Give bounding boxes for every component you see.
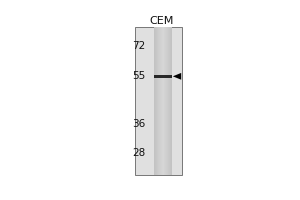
Bar	[155, 27, 156, 175]
Bar	[157, 27, 158, 175]
Bar	[162, 27, 163, 175]
Bar	[160, 27, 161, 175]
Bar	[169, 27, 170, 175]
Bar	[170, 27, 171, 175]
Text: 55: 55	[132, 71, 146, 81]
Bar	[167, 27, 168, 175]
Bar	[158, 27, 159, 175]
Polygon shape	[173, 73, 181, 80]
Text: 72: 72	[132, 41, 146, 51]
Text: 36: 36	[132, 119, 146, 129]
Bar	[154, 27, 155, 175]
Bar	[159, 27, 160, 175]
Bar	[165, 27, 166, 175]
Bar	[135, 27, 182, 175]
Text: CEM: CEM	[150, 16, 174, 26]
Bar	[168, 27, 169, 175]
Bar	[171, 27, 172, 175]
Bar	[166, 27, 167, 175]
Bar	[154, 75, 172, 78]
Text: 28: 28	[132, 148, 146, 158]
Bar	[164, 27, 165, 175]
Bar	[156, 27, 157, 175]
Bar	[169, 27, 170, 175]
Bar	[163, 27, 164, 175]
Bar	[161, 27, 162, 175]
